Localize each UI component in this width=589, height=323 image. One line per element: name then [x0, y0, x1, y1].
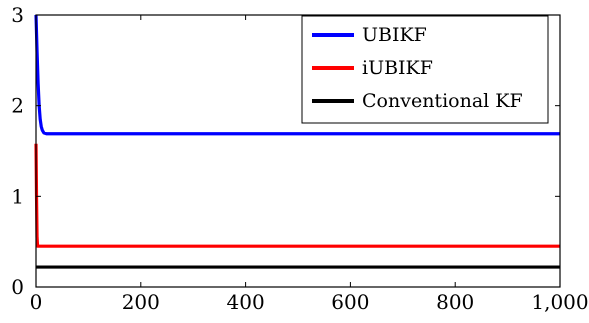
x-tick-label: 1,000: [531, 290, 588, 314]
series-line-iubikf: [34, 143, 560, 248]
y-tick-label: 3: [11, 3, 24, 27]
legend-label-iubikf: iUBIKF: [362, 57, 433, 79]
y-tick-label: 1: [11, 184, 24, 208]
legend: UBIKF iUBIKF Conventional KF: [301, 15, 549, 124]
x-tick-label: 600: [331, 290, 369, 314]
x-tick-label: 800: [436, 290, 474, 314]
legend-label-ubikf: UBIKF: [362, 24, 427, 46]
x-tick-label: 0: [30, 290, 43, 314]
ticks-layer: 0 200 400 600 800 1,000 0 1 2 3: [11, 3, 588, 314]
legend-label-conventional-kf: Conventional KF: [362, 90, 523, 112]
x-tick-label: 200: [122, 290, 160, 314]
y-tick-label: 2: [11, 94, 24, 118]
y-tick-label: 0: [11, 275, 24, 299]
plot-frame: [35, 14, 561, 288]
x-tick-label: 400: [227, 290, 265, 314]
